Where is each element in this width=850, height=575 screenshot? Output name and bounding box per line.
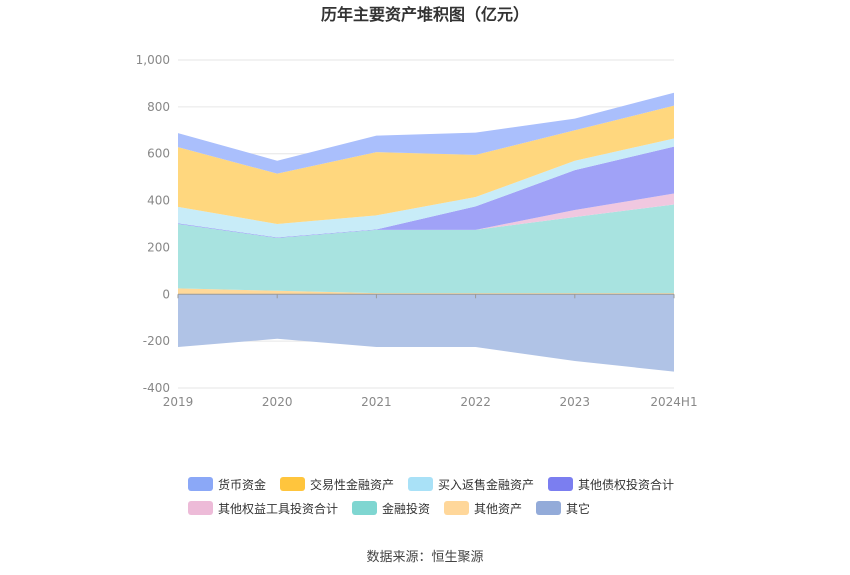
chart-title: 历年主要资产堆积图（亿元） — [321, 5, 529, 24]
x-tick-label: 2019 — [163, 395, 194, 409]
legend-swatch — [188, 501, 213, 515]
y-tick-label: -400 — [143, 381, 170, 395]
legend-item[interactable]: 货币资金 — [188, 476, 266, 493]
legend-swatch — [536, 501, 562, 515]
x-tick-label: 2020 — [262, 395, 293, 409]
area-其他权益工具投资合计 — [178, 193, 674, 239]
area-买入返售金融资产 — [178, 138, 674, 238]
y-tick-label: 1,000 — [136, 53, 170, 67]
area-其他债权投资合计 — [178, 146, 674, 239]
y-tick-label: 600 — [147, 147, 170, 161]
legend-item[interactable]: 其他资产 — [444, 500, 522, 517]
legend-row: 其他权益工具投资合计 金融投资 其他资产 其它 — [188, 496, 708, 520]
legend-row: 货币资金 交易性金融资产 买入返售金融资产 其他债权投资合计 — [188, 472, 708, 496]
legend-label: 金融投资 — [382, 501, 431, 516]
y-tick-label: -200 — [143, 334, 170, 348]
legend-item[interactable]: 其它 — [536, 500, 590, 517]
legend-label: 买入返售金融资产 — [438, 477, 535, 492]
legend-swatch — [408, 477, 434, 491]
area-series — [178, 92, 674, 372]
y-tick-label: 0 — [162, 287, 170, 301]
area-其它 — [178, 294, 674, 372]
x-tick-label: 2022 — [460, 395, 491, 409]
legend-label: 其它 — [566, 501, 591, 516]
legend-swatch — [352, 501, 378, 515]
area-交易性金融资产 — [178, 105, 674, 224]
legend: 货币资金 交易性金融资产 买入返售金融资产 其他债权投资合计其他权益工具投资合计 金融投… — [188, 472, 708, 520]
legend-item[interactable]: 金融投资 — [352, 500, 430, 517]
stacked-area-chart: 历年主要资产堆积图（亿元） -400 -200 0 200 400 600 800 1,000… — [136, 5, 698, 409]
x-axis: 2019 2020 2021 2022 2023 2024H1 — [163, 293, 698, 409]
legend-item[interactable]: 其他债权投资合计 — [548, 476, 674, 493]
area-金融投资 — [178, 204, 674, 294]
legend-item[interactable]: 其他权益工具投资合计 — [188, 500, 338, 517]
x-tick-label: 2023 — [560, 395, 591, 409]
legend-swatch — [188, 477, 213, 491]
area-其他资产 — [178, 288, 674, 295]
y-tick-label: 800 — [147, 100, 170, 114]
y-tick-label: 200 — [147, 240, 170, 254]
legend-label: 其他资产 — [474, 501, 523, 516]
source-note: 数据来源：恒生聚源 — [366, 550, 484, 565]
legend-swatch — [444, 501, 470, 515]
legend-swatch — [280, 477, 306, 491]
x-tick-label: 2021 — [361, 395, 392, 409]
y-axis: -400 -200 0 200 400 600 800 1,000 — [136, 53, 170, 395]
legend-item[interactable]: 交易性金融资产 — [280, 476, 394, 493]
legend-item[interactable]: 买入返售金融资产 — [408, 476, 534, 493]
legend-label: 交易性金融资产 — [310, 477, 395, 492]
legend-label: 其他权益工具投资合计 — [218, 501, 339, 516]
x-tick-label: 2024H1 — [650, 395, 697, 409]
legend-swatch — [548, 477, 574, 491]
legend-label: 其他债权投资合计 — [578, 477, 675, 492]
legend-label: 货币资金 — [218, 477, 267, 492]
y-tick-label: 400 — [147, 194, 170, 208]
